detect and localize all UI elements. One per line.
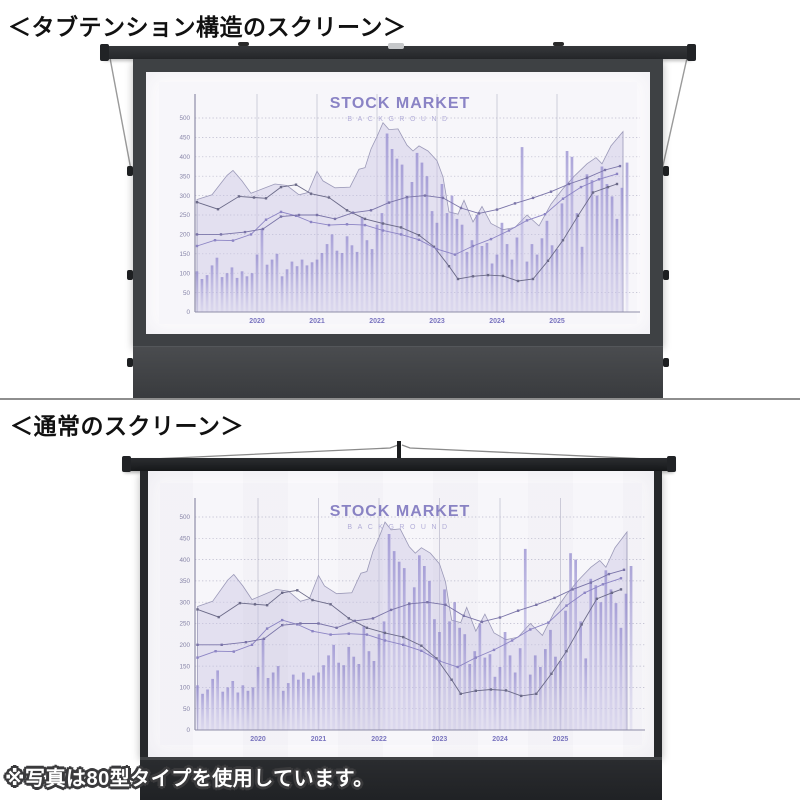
svg-text:2023: 2023 [432,736,448,743]
svg-text:0: 0 [186,309,190,316]
svg-text:350: 350 [179,173,190,180]
svg-text:150: 150 [179,251,190,258]
svg-text:400: 400 [179,154,190,161]
hanging-wire-right [401,444,671,461]
svg-text:STOCK MARKET: STOCK MARKET [330,503,471,520]
screen1-right-clip-2 [663,270,669,280]
svg-text:100: 100 [179,685,190,692]
svg-text:50: 50 [183,706,191,713]
screen1-right-clip-3 [663,358,669,367]
heading-tab-tension-screen: ＜タブテンション構造のスクリーン＞ [8,14,407,40]
svg-text:2020: 2020 [250,736,266,743]
hanging-hook [397,441,401,458]
tension-wire-right [661,57,688,171]
svg-text:350: 350 [179,578,190,585]
svg-text:300: 300 [179,599,190,606]
svg-text:200: 200 [179,642,190,649]
tension-wire-left [109,57,132,171]
svg-text:450: 450 [179,536,190,543]
screen2-surface: 2020 2021 2022 2023 2024 2025 500 450 400 350 300 2… [148,471,654,757]
screen1-left-clip-3 [127,358,133,367]
tension-wires-svg [109,57,688,171]
svg-text:500: 500 [179,115,190,122]
screen2-top-bar-right-cap [667,456,676,472]
screen1-left-clip-1 [127,166,133,176]
screen1-top-bar-right-cap [687,44,696,61]
svg-text:0: 0 [186,727,190,734]
svg-text:400: 400 [179,557,190,564]
screen1-top-bump-right [553,42,564,46]
screen1-top-bar-left-cap [100,44,109,61]
heading-normal-screen: ＜通常のスクリーン＞ [10,413,244,439]
svg-text:2024: 2024 [489,318,505,325]
screen1-top-bump-left [238,42,249,46]
hanging-wire-svg [129,441,671,461]
svg-text:250: 250 [179,621,190,628]
svg-text:2024: 2024 [492,736,508,743]
screen2-top-bar [124,458,674,471]
svg-text:200: 200 [179,232,190,239]
svg-text:500: 500 [179,514,190,521]
screen2-bottom-case [140,757,662,800]
screen2-chart-svg: 2020 2021 2022 2023 2024 20255004504003503002… [160,483,645,745]
svg-text:2025: 2025 [553,736,569,743]
screen1-surface: 2020 2021 2022 2023 2024 2025 500 450 400 350 300 2… [146,72,650,334]
screen1-chart-svg: 2020 2021 2022 2023 2024 20255004504003503002… [159,82,640,325]
note-text: ※写真は80型タイプを使用しています。 [5,768,374,790]
section-divider [0,398,800,400]
svg-text:450: 450 [179,135,190,142]
hanging-wire-left [129,444,399,461]
svg-text:2022: 2022 [369,318,385,325]
svg-text:2020: 2020 [249,318,265,325]
svg-text:2021: 2021 [309,318,325,325]
svg-text:STOCK MARKET: STOCK MARKET [330,95,471,112]
svg-text:BACKGROUND: BACKGROUND [347,524,452,531]
screen1-right-clip-1 [663,166,669,176]
screen1-bottom-case [133,346,663,399]
screen2-top-bar-left-cap [122,456,131,472]
svg-text:2021: 2021 [311,736,327,743]
screen1-top-bar [103,46,692,59]
screen1-left-clip-2 [127,270,133,280]
svg-text:50: 50 [183,290,191,297]
svg-text:300: 300 [179,193,190,200]
svg-text:2023: 2023 [429,318,445,325]
screen1-center-clip [388,43,404,49]
svg-text:100: 100 [179,270,190,277]
svg-text:250: 250 [179,212,190,219]
svg-text:2025: 2025 [549,318,565,325]
svg-text:BACKGROUND: BACKGROUND [347,116,452,123]
svg-text:2022: 2022 [371,736,387,743]
svg-text:150: 150 [179,663,190,670]
